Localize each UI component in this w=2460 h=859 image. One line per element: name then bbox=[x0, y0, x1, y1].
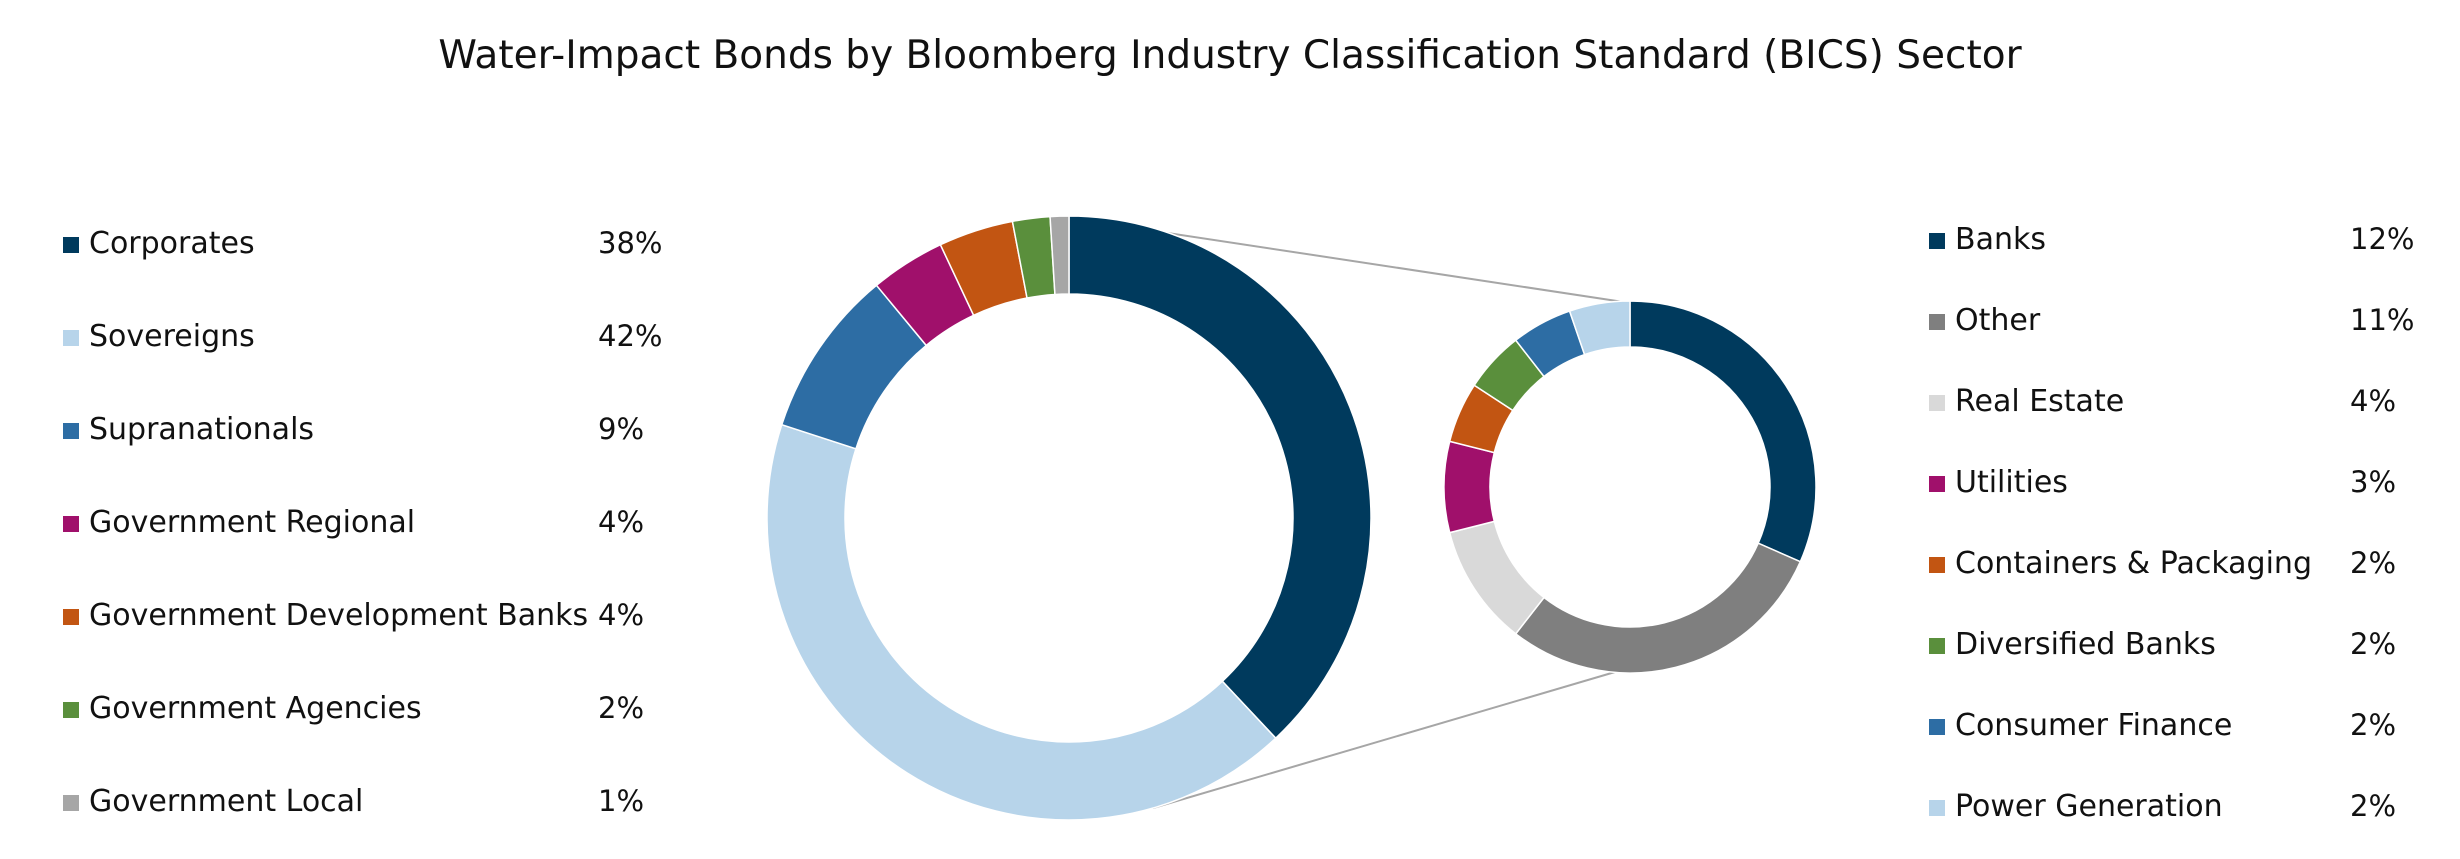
detail-slice-utilities bbox=[1443, 440, 1496, 534]
detail-legend-label-utilities: Utilities bbox=[1955, 465, 2068, 500]
detail-legend-label-containers-and-packaging: Containers & Packaging bbox=[1955, 546, 2312, 581]
detail-legend-value-diversified-banks: 2% bbox=[2350, 627, 2396, 661]
main-legend-label-government-development-banks: Government Development Banks bbox=[89, 598, 588, 633]
detail-slice-banks bbox=[1629, 300, 1817, 563]
main-slice-sovereigns bbox=[766, 423, 1277, 821]
main-legend-swatch-government-development-banks bbox=[63, 609, 79, 625]
detail-donut bbox=[1443, 300, 1817, 674]
detail-legend-label-real-estate: Real Estate bbox=[1955, 384, 2124, 419]
detail-legend-value-real-estate: 4% bbox=[2350, 384, 2396, 418]
main-legend-label-government-agencies: Government Agencies bbox=[89, 691, 422, 726]
detail-legend-value-utilities: 3% bbox=[2350, 465, 2396, 499]
detail-legend-label-diversified-banks: Diversified Banks bbox=[1955, 627, 2216, 662]
main-legend-label-government-regional: Government Regional bbox=[89, 505, 415, 540]
main-legend-swatch-sovereigns bbox=[63, 330, 79, 346]
main-slice-corporates bbox=[1068, 215, 1372, 740]
main-donut bbox=[766, 215, 1372, 821]
detail-legend-value-containers-and-packaging: 2% bbox=[2350, 546, 2396, 580]
detail-legend-swatch-containers-and-packaging bbox=[1929, 557, 1945, 573]
main-legend-value-sovereigns: 42% bbox=[598, 319, 662, 353]
main-legend-value-corporates: 38% bbox=[598, 226, 662, 260]
detail-legend-label-other: Other bbox=[1955, 303, 2041, 338]
main-legend-value-government-regional: 4% bbox=[598, 505, 644, 539]
main-legend-label-supranationals: Supranationals bbox=[89, 412, 314, 447]
main-legend-value-government-agencies: 2% bbox=[598, 691, 644, 725]
detail-legend-label-power-generation: Power Generation bbox=[1955, 789, 2223, 824]
detail-legend-swatch-real-estate bbox=[1929, 395, 1945, 411]
detail-legend-swatch-power-generation bbox=[1929, 800, 1945, 816]
detail-legend-swatch-consumer-finance bbox=[1929, 719, 1945, 735]
main-legend-label-sovereigns: Sovereigns bbox=[89, 319, 255, 354]
main-legend-swatch-government-local bbox=[63, 795, 79, 811]
main-legend-swatch-government-agencies bbox=[63, 702, 79, 718]
main-legend-swatch-supranationals bbox=[63, 423, 79, 439]
main-legend: Corporates 38% Sovereigns 42% Supranationals… bbox=[63, 226, 662, 819]
detail-legend: Banks 12% Other 11% Real Estate 4% Utilities 3%… bbox=[1929, 222, 2414, 824]
main-legend-label-government-local: Government Local bbox=[89, 784, 363, 819]
main-slice-government-local bbox=[1049, 215, 1070, 296]
main-legend-value-government-development-banks: 4% bbox=[598, 598, 644, 632]
detail-legend-value-banks: 12% bbox=[2350, 222, 2414, 256]
detail-legend-value-other: 11% bbox=[2350, 303, 2414, 337]
main-legend-value-supranationals: 9% bbox=[598, 412, 644, 446]
detail-legend-value-power-generation: 2% bbox=[2350, 789, 2396, 823]
main-legend-swatch-corporates bbox=[63, 237, 79, 253]
main-legend-swatch-government-regional bbox=[63, 516, 79, 532]
detail-slice-power-generation bbox=[1568, 300, 1631, 356]
detail-legend-value-consumer-finance: 2% bbox=[2350, 708, 2396, 742]
detail-legend-swatch-banks bbox=[1929, 233, 1945, 249]
detail-legend-swatch-utilities bbox=[1929, 476, 1945, 492]
chart-title: Water-Impact Bonds by Bloomberg Industry… bbox=[438, 33, 2022, 78]
connector-line-bottom bbox=[1152, 671, 1616, 809]
detail-legend-label-consumer-finance: Consumer Finance bbox=[1955, 708, 2232, 743]
detail-legend-swatch-diversified-banks bbox=[1929, 638, 1945, 654]
detail-slice-other bbox=[1514, 542, 1802, 674]
detail-legend-swatch-other bbox=[1929, 314, 1945, 330]
main-legend-value-government-local: 1% bbox=[598, 784, 644, 818]
main-legend-label-corporates: Corporates bbox=[89, 226, 255, 261]
detail-legend-label-banks: Banks bbox=[1955, 222, 2046, 257]
